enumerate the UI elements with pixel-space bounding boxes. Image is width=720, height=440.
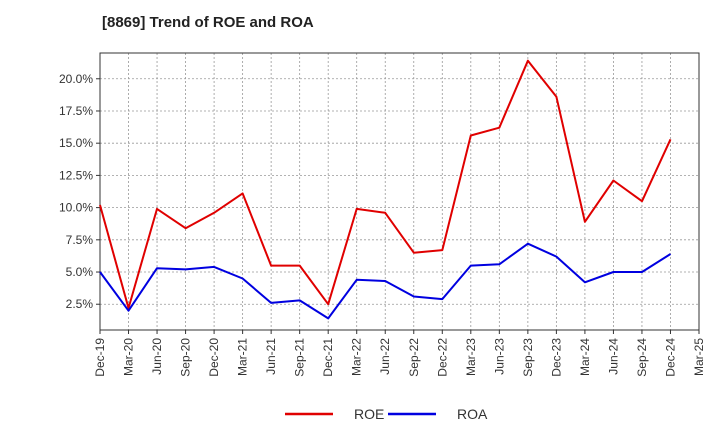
- y-tick-label-4: 12.5%: [59, 168, 93, 182]
- x-tick-label-7: Sep-21: [293, 338, 307, 377]
- plot-frame: [99, 52, 700, 331]
- x-tick-label-10: Jun-22: [378, 338, 392, 375]
- x-axis-ticks: Dec-19 Mar-20 Jun-20 Sep-20 Dec-20 Mar-21 Jun-…: [93, 330, 706, 377]
- y-tick-label-3: 10.0%: [59, 201, 93, 215]
- x-tick-label-13: Mar-23: [464, 338, 478, 376]
- y-tick-label-1: 5.0%: [66, 265, 94, 279]
- x-tick-label-12: Dec-22: [435, 338, 449, 377]
- legend: ROE ROA: [285, 406, 488, 422]
- x-tick-label-4: Dec-20: [207, 338, 221, 377]
- series-line-roe: [99, 59, 672, 310]
- x-tick-label-2: Jun-20: [150, 338, 164, 375]
- x-tick-label-21: Mar-25: [692, 338, 706, 376]
- legend-roa-label: ROA: [457, 406, 488, 422]
- x-tick-label-11: Sep-22: [407, 338, 421, 377]
- y-axis-ticks: 2.5% 5.0% 7.5% 10.0% 12.5% 15.0% 17.5% 20.0%: [59, 72, 100, 311]
- x-tick-label-5: Mar-21: [236, 338, 250, 376]
- x-tick-label-19: Sep-24: [635, 338, 649, 377]
- series-layer: [99, 59, 672, 320]
- y-tick-label-0: 2.5%: [66, 297, 94, 311]
- x-tick-label-16: Dec-23: [549, 338, 563, 377]
- x-tick-label-14: Jun-23: [492, 338, 506, 375]
- y-tick-label-5: 15.0%: [59, 136, 93, 150]
- y-tick-label-2: 7.5%: [66, 233, 94, 247]
- x-tick-label-6: Jun-21: [264, 338, 278, 375]
- y-tick-label-6: 17.5%: [59, 104, 93, 118]
- series-line-roa: [99, 242, 672, 320]
- x-tick-label-9: Mar-22: [350, 338, 364, 376]
- x-tick-label-3: Sep-20: [179, 338, 193, 377]
- x-tick-label-20: Dec-24: [663, 338, 677, 377]
- legend-roe-label: ROE: [354, 406, 384, 422]
- x-tick-label-17: Mar-24: [578, 338, 592, 376]
- x-tick-label-8: Dec-21: [321, 338, 335, 377]
- x-tick-label-0: Dec-19: [93, 338, 107, 377]
- x-tick-label-1: Mar-20: [122, 338, 136, 376]
- x-tick-label-18: Jun-24: [606, 338, 620, 375]
- chart-title: [8869] Trend of ROE and ROA: [102, 14, 314, 31]
- x-tick-label-15: Sep-23: [521, 338, 535, 377]
- y-tick-label-7: 20.0%: [59, 72, 93, 86]
